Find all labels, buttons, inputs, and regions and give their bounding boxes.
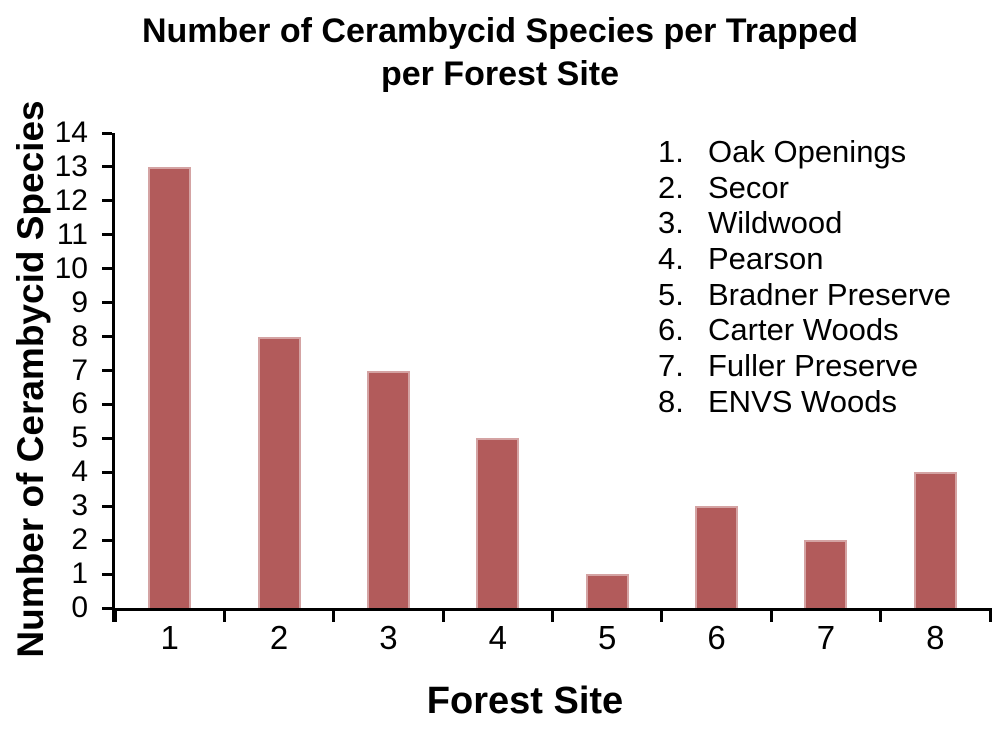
y-axis-line bbox=[112, 133, 115, 622]
y-tick-label: 11 bbox=[56, 217, 88, 251]
x-tick-label: 6 bbox=[707, 619, 726, 656]
legend-item-label: ENVS Woods bbox=[708, 383, 897, 419]
y-tick-label: 8 bbox=[71, 319, 88, 353]
y-tick bbox=[102, 606, 112, 610]
y-tick-label: 2 bbox=[71, 523, 88, 557]
legend-item-number: 5. bbox=[658, 276, 684, 312]
y-tick bbox=[102, 199, 112, 203]
y-tick-label: 5 bbox=[71, 421, 88, 455]
y-tick-label: 1 bbox=[71, 557, 88, 591]
bar-site-4 bbox=[476, 438, 520, 608]
x-tick-label: 2 bbox=[269, 619, 289, 656]
bar-site-2 bbox=[257, 336, 301, 608]
legend-item-label: Pearson bbox=[708, 240, 824, 276]
y-tick-label: 10 bbox=[54, 251, 88, 285]
bar-site-3 bbox=[366, 370, 410, 608]
x-tick bbox=[879, 608, 883, 622]
x-tick-label: 5 bbox=[598, 619, 617, 656]
plot-area bbox=[102, 131, 992, 622]
legend-item-number: 4. bbox=[658, 240, 684, 276]
legend-item-number: 7. bbox=[658, 347, 684, 383]
legend-item-label: Bradner Preserve bbox=[708, 276, 951, 312]
y-tick bbox=[102, 402, 112, 406]
x-tick bbox=[769, 608, 773, 622]
y-tick bbox=[102, 470, 112, 474]
legend-item-label: Secor bbox=[708, 169, 789, 205]
bar-site-8 bbox=[913, 472, 957, 608]
y-tick bbox=[102, 436, 112, 440]
x-tick bbox=[988, 608, 992, 622]
x-axis-title: Forest Site bbox=[426, 680, 624, 722]
y-tick bbox=[102, 301, 112, 305]
y-tick-label: 9 bbox=[71, 285, 88, 319]
x-tick bbox=[222, 608, 226, 622]
legend-item-label: Carter Woods bbox=[708, 312, 899, 348]
chart-title-line1: Number of Cerambycid Species per Trapped bbox=[141, 12, 859, 50]
y-tick-labels: 0 1 2 3 4 5 6 7 8 9 10 11 12 13 14 bbox=[0, 116, 88, 624]
x-tick bbox=[113, 608, 117, 622]
y-tick bbox=[102, 504, 112, 508]
chart-title-line2: per Forest Site bbox=[380, 55, 620, 93]
y-tick-label: 7 bbox=[71, 353, 88, 387]
legend-item: 5. Bradner Preserve bbox=[658, 277, 951, 313]
bar-site-1 bbox=[148, 166, 192, 608]
legend-item: 3. Wildwood bbox=[658, 205, 951, 241]
bar-site-6 bbox=[695, 506, 739, 608]
y-tick-label: 3 bbox=[71, 489, 88, 523]
x-tick bbox=[332, 608, 336, 622]
legend-item: 6. Carter Woods bbox=[658, 312, 951, 348]
y-tick bbox=[102, 131, 112, 135]
bar-site-5 bbox=[585, 574, 629, 608]
chart-title: Number of Cerambycid Species per Trapped… bbox=[0, 10, 1000, 96]
legend-item-number: 6. bbox=[658, 312, 684, 348]
y-tick-label: 13 bbox=[54, 149, 88, 183]
y-tick bbox=[102, 165, 112, 169]
legend-item-number: 8. bbox=[658, 383, 684, 419]
y-tick bbox=[102, 335, 112, 339]
x-tick-label: 1 bbox=[160, 619, 179, 656]
legend-item-label: Oak Openings bbox=[708, 133, 907, 169]
legend-item-number: 1. bbox=[658, 133, 684, 169]
legend-item: 1. Oak Openings bbox=[658, 134, 951, 170]
legend-item-number: 2. bbox=[658, 169, 684, 205]
y-tick bbox=[102, 233, 112, 237]
x-tick bbox=[551, 608, 554, 622]
x-tick-label: 7 bbox=[816, 619, 836, 656]
y-tick bbox=[102, 538, 112, 542]
legend-item: 4. Pearson bbox=[658, 241, 951, 277]
bar-site-7 bbox=[804, 540, 848, 608]
y-tick bbox=[102, 267, 112, 271]
site-legend: 1. Oak Openings 2. Secor 3. Wildwood 4. Pearson… bbox=[658, 134, 951, 420]
x-tick-label: 3 bbox=[379, 619, 398, 656]
x-tick bbox=[441, 608, 445, 622]
legend-item: 7. Fuller Preserve bbox=[658, 348, 951, 384]
legend-item-label: Wildwood bbox=[708, 205, 843, 241]
x-tick bbox=[660, 608, 664, 622]
y-tick-label: 6 bbox=[71, 387, 88, 421]
x-tick-label: 8 bbox=[926, 619, 945, 656]
y-tick bbox=[102, 572, 112, 576]
legend-item-number: 3. bbox=[658, 205, 684, 241]
y-tick-label: 0 bbox=[71, 591, 88, 624]
x-tick-label: 4 bbox=[488, 619, 507, 656]
legend-item-label: Fuller Preserve bbox=[708, 347, 919, 383]
y-tick bbox=[102, 369, 112, 372]
legend-item: 8. ENVS Woods bbox=[658, 384, 951, 420]
y-tick-label: 14 bbox=[54, 116, 88, 149]
legend-item: 2. Secor bbox=[658, 170, 951, 206]
y-tick-label: 4 bbox=[71, 455, 88, 489]
y-tick-label: 12 bbox=[54, 183, 88, 217]
